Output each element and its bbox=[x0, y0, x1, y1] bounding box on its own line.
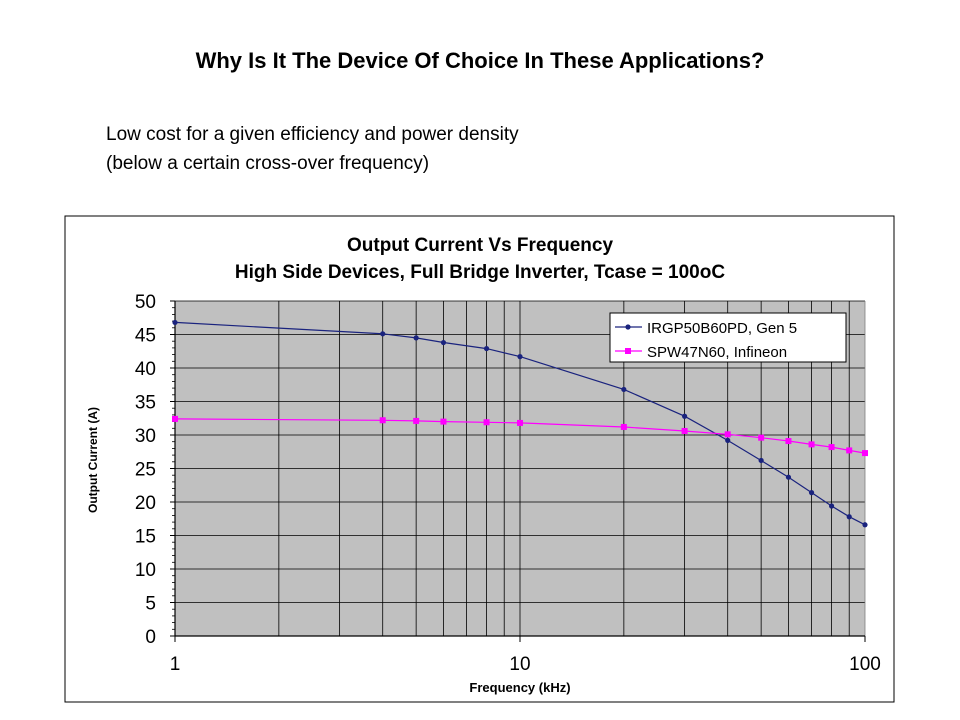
legend-marker-series-1 bbox=[625, 324, 631, 330]
series-2-point bbox=[862, 450, 868, 457]
y-tick-label: 10 bbox=[135, 560, 156, 581]
x-tick-label: 100 bbox=[849, 654, 881, 675]
slide-subtext: Low cost for a given efficiency and powe… bbox=[106, 120, 519, 178]
series-1-point bbox=[828, 503, 835, 509]
series-2-point bbox=[828, 444, 835, 451]
series-2-point bbox=[172, 415, 178, 422]
series-2-point bbox=[517, 419, 523, 426]
series-1-point bbox=[380, 331, 386, 337]
series-2-point bbox=[808, 441, 815, 448]
x-tick-label: 1 bbox=[170, 654, 181, 675]
y-tick-label: 30 bbox=[135, 426, 156, 447]
y-tick-label: 40 bbox=[135, 359, 156, 380]
subtext-line-2: (below a certain cross-over frequency) bbox=[106, 153, 430, 174]
legend-label-series-1: IRGP50B60PD, Gen 5 bbox=[647, 320, 797, 337]
legend-marker-series-2 bbox=[625, 348, 631, 354]
legend: IRGP50B60PD, Gen 5 SPW47N60, Infineon bbox=[609, 312, 847, 363]
series-1-point bbox=[682, 413, 688, 419]
series-1-point bbox=[621, 386, 627, 393]
y-axis-label: Output Current (A) bbox=[86, 407, 100, 513]
series-1-point bbox=[413, 335, 419, 341]
series-1-point bbox=[517, 354, 523, 360]
x-tick-label: 10 bbox=[509, 654, 530, 675]
subtext-line-1: Low cost for a given efficiency and powe… bbox=[106, 124, 519, 145]
slide-title: Why Is It The Device Of Choice In These … bbox=[195, 48, 765, 73]
chart-subtitle: High Side Devices, Full Bridge Inverter,… bbox=[235, 262, 725, 283]
series-layer bbox=[172, 319, 868, 528]
series-1-point bbox=[483, 345, 490, 352]
series-2-point bbox=[413, 417, 420, 424]
series-2-point bbox=[620, 423, 627, 430]
series-1-point bbox=[725, 437, 731, 443]
series-1-point bbox=[172, 319, 178, 326]
series-2-point bbox=[440, 418, 447, 425]
y-tick-label: 15 bbox=[135, 527, 156, 548]
series-2-point bbox=[483, 419, 490, 426]
y-tick-label: 20 bbox=[135, 493, 156, 514]
series-2-point bbox=[681, 427, 688, 434]
y-axis: 0 5 10 15 20 25 30 35 40 45 50 bbox=[135, 292, 176, 648]
series-2-point bbox=[785, 438, 792, 445]
y-tick-label: 50 bbox=[135, 292, 156, 313]
y-tick-label: 0 bbox=[145, 627, 156, 648]
series-1-point bbox=[862, 522, 868, 528]
chart-title: Output Current Vs Frequency bbox=[347, 235, 613, 256]
legend-box bbox=[609, 312, 847, 363]
y-tick-label: 45 bbox=[135, 326, 156, 347]
series-2-point bbox=[758, 434, 765, 441]
series-2-point bbox=[846, 447, 853, 454]
series-1-point bbox=[846, 514, 852, 520]
series-1-point bbox=[808, 490, 815, 496]
series-1-point bbox=[785, 474, 792, 480]
x-axis-label: Frequency (kHz) bbox=[469, 680, 570, 695]
series-1-point bbox=[440, 339, 447, 346]
x-axis: 1 10 100 bbox=[170, 635, 881, 675]
y-tick-label: 5 bbox=[145, 594, 156, 615]
y-tick-label: 25 bbox=[135, 460, 156, 481]
series-2-point bbox=[724, 431, 731, 438]
series-2-point bbox=[379, 417, 386, 424]
y-tick-label: 35 bbox=[135, 393, 156, 414]
legend-label-series-2: SPW47N60, Infineon bbox=[647, 344, 787, 361]
series-1-point bbox=[758, 457, 764, 464]
